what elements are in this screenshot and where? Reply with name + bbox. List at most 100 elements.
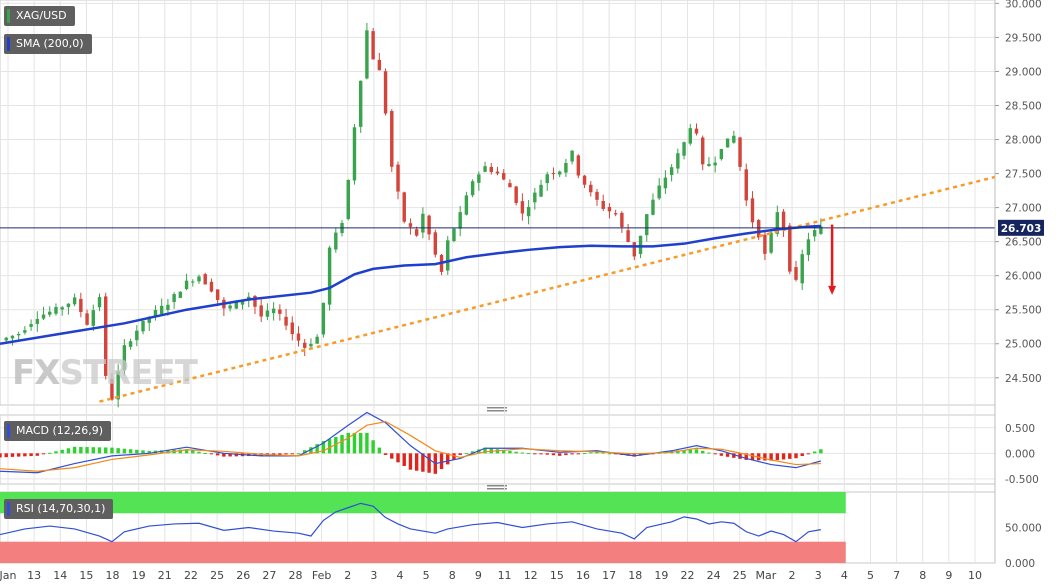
macd-indicator-badge[interactable]: MACD (12,26,9)	[4, 421, 112, 441]
candle-body	[781, 211, 786, 230]
candle-body	[421, 213, 425, 233]
macd-histogram-bar	[296, 453, 301, 455]
sma-200-line	[0, 224, 821, 345]
time-tick-label: 15	[79, 569, 93, 582]
macd-histogram-bar	[178, 449, 183, 454]
macd-histogram-bar	[589, 452, 593, 454]
rsi-overbought-zone	[0, 492, 846, 514]
macd-histogram-bar	[570, 453, 574, 455]
macd-histogram-bar	[682, 450, 686, 454]
macd-histogram-bar	[452, 453, 456, 460]
rising-trendline	[99, 175, 996, 403]
candle-body	[41, 314, 46, 319]
candle-body	[178, 291, 183, 298]
pane-resize-handle-bottom-0	[487, 410, 507, 412]
macd-histogram-bar	[209, 453, 214, 455]
candle-body	[607, 206, 612, 212]
time-tick-label: Feb	[312, 569, 331, 582]
candle-body	[215, 289, 220, 300]
candle-body	[539, 184, 543, 197]
macd-histogram-bar	[48, 452, 52, 454]
macd-histogram-bar	[744, 453, 748, 460]
candle-body	[688, 128, 692, 144]
macd-histogram-bar	[806, 453, 811, 455]
candle-body	[446, 240, 450, 271]
candle-body	[682, 142, 686, 156]
macd-histogram-bar	[812, 451, 817, 454]
candle-body	[694, 128, 699, 134]
macd-indicator-label: MACD (12,26,9)	[16, 424, 104, 437]
time-tick-label: 17	[602, 569, 616, 582]
candle-body	[756, 220, 761, 238]
macd-histogram-bar	[470, 451, 475, 454]
candle-body	[806, 239, 811, 255]
macd-histogram-bar	[352, 432, 357, 454]
macd-histogram-bar	[781, 453, 786, 460]
candle-body	[408, 223, 413, 227]
macd-histogram-bar	[253, 453, 257, 456]
candle-body	[377, 59, 382, 71]
candle-body	[66, 303, 71, 308]
macd-histogram-bar	[303, 450, 307, 454]
macd-color-marker	[7, 424, 10, 438]
symbol-badge[interactable]: XAG/USD	[4, 6, 75, 26]
time-tick-label: 22	[184, 569, 198, 582]
macd-histogram-bar	[526, 453, 531, 455]
candle-body	[638, 235, 643, 255]
price-tick-label: 27.500	[1005, 169, 1042, 181]
candle-body	[396, 164, 400, 192]
time-tick-label: 7	[893, 569, 900, 582]
macd-histogram-bar	[215, 453, 220, 456]
candle-body	[557, 171, 562, 175]
time-tick-label: 24	[707, 569, 721, 582]
price-tick-label: 26.000	[1005, 271, 1042, 283]
macd-histogram-bar	[79, 446, 83, 454]
macd-histogram-bar	[545, 453, 549, 455]
time-tick-label: 18	[628, 569, 642, 582]
candle-body	[334, 232, 338, 250]
candle-body	[433, 232, 438, 255]
candle-body	[794, 267, 798, 280]
macd-signal-line	[0, 421, 821, 472]
macd-histogram-bar	[688, 449, 692, 454]
macd-histogram-bar	[104, 447, 108, 454]
symbol-color-marker	[7, 9, 10, 23]
candle-body	[626, 230, 630, 242]
candle-body	[427, 215, 431, 235]
macd-histogram-bar	[278, 453, 282, 455]
current-price-box	[998, 219, 1044, 236]
macd-histogram-bar	[284, 453, 288, 455]
candle-body	[234, 300, 239, 309]
macd-histogram-bar	[29, 453, 33, 457]
candle-body	[128, 341, 133, 347]
rsi-indicator-badge[interactable]: RSI (14,70,30,1)	[4, 499, 114, 519]
candle-body	[23, 330, 27, 333]
time-tick-label: 18	[106, 569, 120, 582]
macd-histogram-bar	[234, 453, 239, 457]
macd-histogram-bar	[582, 453, 587, 455]
candle-body	[358, 80, 363, 127]
candle-body	[147, 316, 151, 323]
candle-body	[303, 342, 307, 348]
time-tick-label: Jan	[0, 569, 17, 582]
price-tick-label: 26.500	[1005, 237, 1042, 249]
sma-indicator-badge[interactable]: SMA (200,0)	[4, 34, 92, 54]
rsi-indicator-label: RSI (14,70,30,1)	[16, 502, 106, 515]
macd-histogram-bar	[72, 446, 77, 454]
candle-body	[514, 186, 518, 203]
time-tick-label: 25	[210, 569, 224, 582]
time-tick-label: 3	[815, 569, 822, 582]
macd-histogram-bar	[315, 444, 319, 454]
macd-histogram-bar	[4, 453, 8, 458]
time-tick-label: 5	[423, 569, 430, 582]
fxstreet-watermark-logo: FXSTREET	[12, 353, 198, 393]
candle-body	[669, 167, 674, 175]
price-tick-label: 28.500	[1005, 101, 1042, 113]
macd-histogram-bar	[483, 447, 487, 454]
macd-histogram-bar	[85, 447, 89, 454]
symbol-label: XAG/USD	[16, 9, 67, 22]
candle-body	[651, 199, 655, 215]
rsi-tick-label: 50.000	[1005, 523, 1042, 535]
candle-body	[72, 297, 77, 305]
candle-body	[159, 305, 164, 315]
